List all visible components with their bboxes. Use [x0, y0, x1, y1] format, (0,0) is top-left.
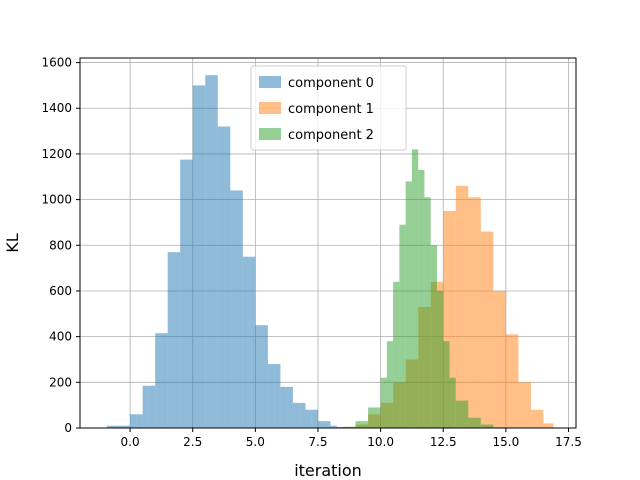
histogram-bar	[261, 325, 268, 428]
y-tick-label: 1400	[41, 101, 72, 115]
histogram-bar	[493, 290, 506, 428]
histogram-bar	[330, 425, 337, 428]
histogram-bar	[136, 414, 143, 428]
histogram-bar	[305, 409, 312, 428]
y-tick-label: 800	[49, 238, 72, 252]
y-tick-label: 1000	[41, 193, 72, 207]
series-2-bars	[343, 149, 504, 428]
y-tick-label: 400	[49, 330, 72, 344]
histogram-bar	[405, 181, 412, 428]
y-axis-label: KL	[3, 233, 22, 252]
histogram-bar	[518, 382, 531, 428]
histogram-bar	[192, 85, 199, 428]
legend: component 0 component 1 component 2	[250, 65, 407, 151]
histogram-bar	[324, 421, 331, 428]
histogram-bar	[436, 290, 444, 428]
x-tick-label: 15.0	[492, 435, 519, 449]
y-axis-ticks: 0 200 400 600 800 1000 1200 1400 1600	[41, 56, 80, 435]
series-0-bars	[106, 75, 354, 428]
histogram-bar	[292, 402, 300, 428]
histogram-bar	[242, 256, 250, 428]
histogram-bar	[217, 126, 225, 428]
histogram-bar	[130, 414, 137, 428]
histogram-bar	[543, 423, 554, 428]
legend-box	[250, 65, 407, 151]
y-tick-label: 200	[49, 375, 72, 389]
histogram-bar	[455, 400, 469, 428]
legend-label: component 0	[288, 76, 374, 91]
histogram-bar	[380, 377, 387, 428]
x-tick-label: 5.0	[246, 435, 265, 449]
histogram-bar	[274, 364, 281, 428]
histogram-bar	[418, 169, 425, 428]
y-tick-label: 0	[64, 421, 72, 435]
histogram-bar	[530, 409, 544, 428]
histogram-bar	[286, 386, 293, 428]
legend-label: component 1	[288, 102, 374, 117]
y-tick-label: 1200	[41, 147, 72, 161]
histogram-bar	[455, 185, 469, 428]
histogram-bar	[386, 341, 394, 428]
histogram-bar	[173, 252, 181, 428]
legend-swatch	[259, 102, 281, 114]
histogram-bar	[299, 402, 306, 428]
histogram-bar	[393, 281, 400, 428]
histogram-bar	[167, 252, 174, 428]
histogram-bar	[148, 385, 156, 428]
histogram-bar	[368, 407, 381, 428]
histogram-bar	[355, 421, 369, 428]
histogram-bar	[224, 126, 231, 428]
legend-label: component 2	[288, 128, 374, 143]
y-tick-label: 600	[49, 284, 72, 298]
histogram-bar	[155, 333, 162, 428]
histogram-bar	[205, 75, 212, 428]
histogram-bar	[280, 386, 287, 428]
histogram-bar	[230, 190, 237, 428]
histogram-bar	[468, 197, 481, 428]
histogram-bar	[311, 409, 318, 428]
x-tick-label: 0.0	[121, 435, 140, 449]
histogram-bar	[186, 159, 193, 428]
histogram-bar	[198, 85, 206, 428]
plot-frame	[79, 57, 577, 429]
histogram-bar	[317, 421, 325, 428]
histogram-bar	[106, 425, 131, 428]
histogram-bar	[161, 333, 168, 428]
x-tick-label: 12.5	[430, 435, 457, 449]
histogram-bar	[236, 190, 243, 428]
histogram-bar	[336, 426, 344, 428]
histogram-bar	[424, 197, 431, 428]
histogram-bar	[480, 231, 494, 428]
y-tick-label: 1600	[41, 56, 72, 70]
x-tick-label: 10.0	[367, 435, 394, 449]
histogram-bar	[249, 256, 256, 428]
x-axis-ticks: 0.0 2.5 5.0 7.5 10.0 12.5 15.0 17.5	[121, 428, 582, 449]
histogram-bar	[468, 417, 481, 428]
histogram-bar	[180, 159, 187, 428]
histogram-bar	[211, 75, 218, 428]
x-axis-label: iteration	[294, 461, 362, 480]
histogram-bar	[255, 325, 262, 428]
histogram-bar	[142, 385, 149, 428]
legend-swatch	[259, 76, 281, 88]
histogram-bar	[449, 377, 456, 428]
histogram-bar	[480, 424, 494, 428]
legend-swatch	[259, 128, 281, 140]
x-tick-label: 17.5	[555, 435, 582, 449]
x-tick-label: 2.5	[183, 435, 202, 449]
histogram-bar	[267, 364, 275, 428]
histogram-bars	[106, 75, 554, 428]
histogram-bar	[343, 426, 356, 428]
x-tick-label: 7.5	[308, 435, 327, 449]
histogram-bar	[443, 341, 450, 428]
histogram-bar	[411, 149, 419, 428]
histogram-bar	[505, 334, 519, 428]
histogram-bar	[430, 245, 437, 428]
histogram-bar	[399, 224, 406, 428]
